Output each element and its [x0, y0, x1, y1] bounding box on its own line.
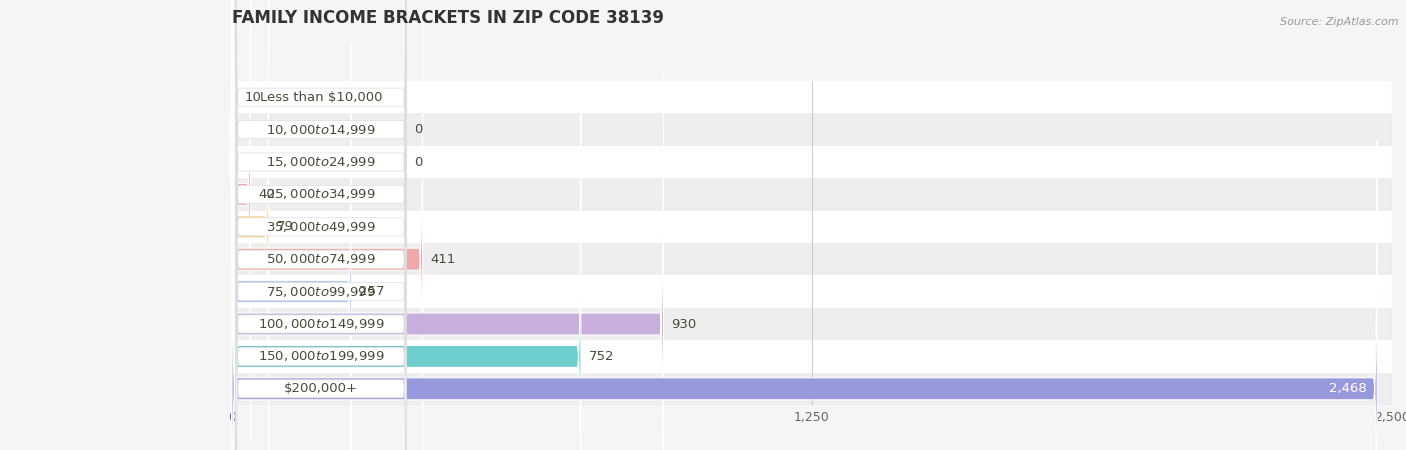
FancyBboxPatch shape — [232, 0, 236, 346]
Text: $200,000+: $200,000+ — [284, 382, 359, 395]
Text: 79: 79 — [277, 220, 294, 233]
Text: $150,000 to $199,999: $150,000 to $199,999 — [257, 349, 384, 364]
FancyBboxPatch shape — [232, 0, 250, 443]
Bar — [0, 275, 1392, 308]
Text: Less than $10,000: Less than $10,000 — [260, 91, 382, 104]
Text: FAMILY INCOME BRACKETS IN ZIP CODE 38139: FAMILY INCOME BRACKETS IN ZIP CODE 38139 — [232, 9, 664, 27]
FancyBboxPatch shape — [229, 0, 236, 378]
FancyBboxPatch shape — [232, 140, 1376, 450]
FancyBboxPatch shape — [232, 43, 352, 450]
Text: Source: ZipAtlas.com: Source: ZipAtlas.com — [1281, 17, 1399, 27]
Text: $25,000 to $34,999: $25,000 to $34,999 — [266, 187, 375, 202]
FancyBboxPatch shape — [232, 11, 423, 450]
FancyBboxPatch shape — [236, 106, 406, 450]
Bar — [0, 146, 1392, 178]
Bar — [0, 113, 1392, 146]
Bar — [0, 81, 1392, 113]
Bar — [0, 340, 1392, 373]
FancyBboxPatch shape — [236, 41, 406, 412]
Text: $75,000 to $99,999: $75,000 to $99,999 — [266, 284, 375, 299]
Bar — [0, 211, 1392, 243]
Text: 10: 10 — [245, 91, 262, 104]
Bar — [0, 308, 1392, 340]
FancyBboxPatch shape — [236, 74, 406, 445]
FancyBboxPatch shape — [229, 0, 236, 410]
Text: $50,000 to $74,999: $50,000 to $74,999 — [266, 252, 375, 266]
FancyBboxPatch shape — [236, 9, 406, 380]
Text: 411: 411 — [430, 253, 456, 266]
Text: 930: 930 — [672, 318, 697, 330]
Text: 752: 752 — [589, 350, 614, 363]
Text: $15,000 to $24,999: $15,000 to $24,999 — [266, 155, 375, 169]
Text: $100,000 to $149,999: $100,000 to $149,999 — [257, 317, 384, 331]
Text: $10,000 to $14,999: $10,000 to $14,999 — [266, 122, 375, 137]
Text: 40: 40 — [259, 188, 276, 201]
Text: 0: 0 — [413, 156, 422, 168]
Text: 257: 257 — [359, 285, 385, 298]
Text: 0: 0 — [413, 123, 422, 136]
FancyBboxPatch shape — [236, 171, 406, 450]
Bar — [0, 373, 1392, 405]
FancyBboxPatch shape — [236, 0, 406, 283]
FancyBboxPatch shape — [236, 139, 406, 450]
FancyBboxPatch shape — [232, 76, 664, 450]
FancyBboxPatch shape — [232, 0, 269, 450]
FancyBboxPatch shape — [232, 108, 581, 450]
Bar — [0, 243, 1392, 275]
FancyBboxPatch shape — [236, 0, 406, 347]
Text: 2,468: 2,468 — [1329, 382, 1367, 395]
FancyBboxPatch shape — [236, 0, 406, 315]
Text: $35,000 to $49,999: $35,000 to $49,999 — [266, 220, 375, 234]
FancyBboxPatch shape — [236, 203, 406, 450]
Bar — [0, 178, 1392, 211]
